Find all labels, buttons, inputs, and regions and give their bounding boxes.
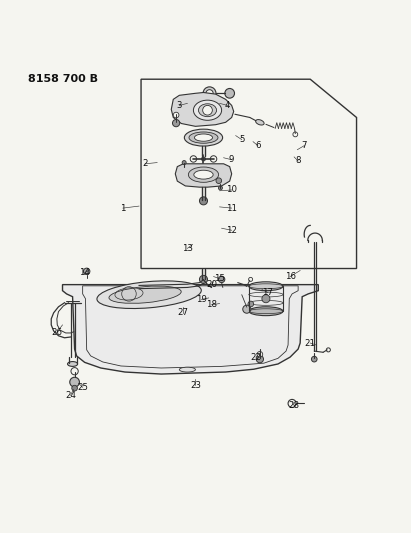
Circle shape: [206, 90, 213, 97]
Circle shape: [201, 157, 206, 161]
Ellipse shape: [67, 361, 78, 366]
Circle shape: [83, 268, 90, 274]
Ellipse shape: [189, 132, 218, 143]
Text: 5: 5: [239, 135, 245, 144]
Circle shape: [216, 178, 222, 183]
Circle shape: [243, 305, 251, 313]
Ellipse shape: [199, 104, 217, 117]
Circle shape: [199, 276, 208, 284]
Circle shape: [256, 356, 263, 363]
Circle shape: [225, 88, 235, 98]
Text: 17: 17: [263, 288, 273, 297]
Ellipse shape: [249, 307, 283, 316]
Text: 12: 12: [226, 226, 237, 235]
Text: 27: 27: [178, 308, 189, 317]
Circle shape: [203, 87, 216, 100]
Circle shape: [218, 276, 225, 282]
Text: 9: 9: [229, 155, 234, 164]
Text: 8158 700 B: 8158 700 B: [28, 74, 98, 84]
Text: 22: 22: [250, 353, 261, 361]
Text: 6: 6: [255, 141, 261, 150]
Text: 24: 24: [65, 391, 76, 400]
Circle shape: [71, 368, 78, 375]
Ellipse shape: [97, 281, 201, 309]
Ellipse shape: [194, 170, 213, 179]
Ellipse shape: [249, 282, 283, 290]
Circle shape: [70, 377, 79, 387]
Polygon shape: [171, 93, 234, 126]
Circle shape: [203, 106, 212, 115]
Ellipse shape: [188, 167, 219, 182]
Circle shape: [210, 156, 217, 162]
Circle shape: [257, 351, 263, 357]
Text: 3: 3: [177, 101, 182, 110]
Circle shape: [190, 156, 196, 162]
Text: 1: 1: [120, 204, 126, 213]
Circle shape: [173, 112, 179, 118]
Polygon shape: [175, 164, 232, 187]
Text: 13: 13: [182, 244, 193, 253]
Text: 25: 25: [77, 383, 88, 392]
Text: 10: 10: [226, 185, 237, 195]
Polygon shape: [62, 285, 318, 374]
Circle shape: [312, 357, 317, 362]
Text: 23: 23: [190, 381, 201, 390]
Text: 19: 19: [196, 295, 207, 304]
Ellipse shape: [194, 100, 222, 120]
Circle shape: [262, 295, 270, 303]
Text: 20: 20: [206, 280, 217, 289]
Text: 2: 2: [142, 159, 148, 168]
Ellipse shape: [185, 129, 223, 146]
Ellipse shape: [256, 119, 264, 125]
Ellipse shape: [194, 134, 212, 141]
Text: 18: 18: [206, 300, 217, 309]
Text: 11: 11: [226, 204, 237, 213]
Circle shape: [326, 348, 330, 352]
Circle shape: [293, 132, 298, 137]
Ellipse shape: [109, 286, 181, 303]
Circle shape: [218, 186, 222, 190]
Text: 15: 15: [214, 274, 225, 283]
Circle shape: [248, 301, 254, 307]
Circle shape: [288, 399, 296, 407]
Circle shape: [72, 385, 77, 391]
Text: 4: 4: [225, 101, 231, 110]
Circle shape: [173, 119, 180, 127]
Circle shape: [199, 197, 208, 205]
Text: 14: 14: [79, 268, 90, 277]
Circle shape: [249, 277, 253, 281]
Text: 7: 7: [301, 141, 307, 150]
Text: 8: 8: [296, 157, 301, 165]
Text: 21: 21: [305, 338, 316, 348]
Text: 26: 26: [51, 328, 62, 337]
Text: 28: 28: [289, 401, 300, 410]
Polygon shape: [141, 79, 356, 269]
Ellipse shape: [179, 367, 196, 372]
Circle shape: [182, 160, 186, 165]
Text: 16: 16: [284, 272, 296, 281]
